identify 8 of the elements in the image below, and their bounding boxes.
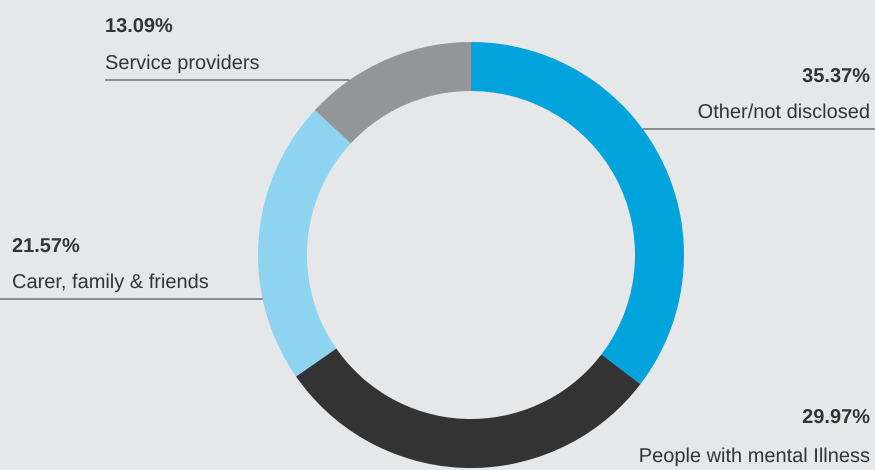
data-label: 35.37%	[802, 65, 870, 87]
data-label: 13.09%	[105, 15, 174, 37]
slice-label: Service providers	[105, 52, 260, 74]
data-label: 29.97%	[802, 406, 870, 428]
data-label: 21.57%	[12, 235, 80, 257]
slice-label: Carer, family & friends	[12, 271, 209, 293]
slice-label: Other/not disclosed	[698, 101, 870, 123]
slice-label: People with mental Illness	[638, 445, 870, 467]
